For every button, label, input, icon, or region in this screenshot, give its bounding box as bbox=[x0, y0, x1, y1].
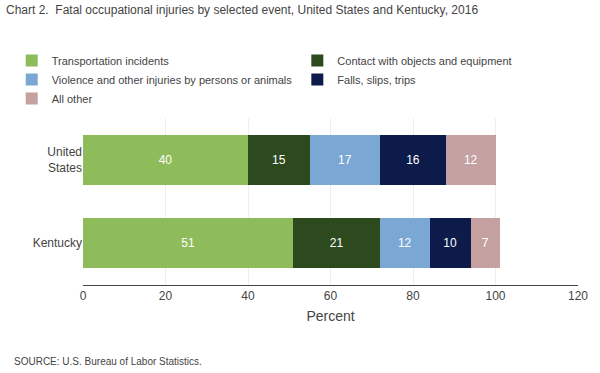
svg-text:7: 7 bbox=[482, 236, 489, 250]
svg-text:100: 100 bbox=[485, 289, 505, 303]
svg-text:12: 12 bbox=[398, 236, 412, 250]
svg-text:40: 40 bbox=[159, 153, 173, 167]
svg-text:Transportation incidents: Transportation incidents bbox=[52, 55, 169, 67]
svg-text:0: 0 bbox=[80, 289, 87, 303]
svg-text:UnitedStates: UnitedStates bbox=[47, 145, 82, 175]
svg-text:16: 16 bbox=[406, 153, 420, 167]
svg-text:12: 12 bbox=[464, 153, 478, 167]
svg-text:20: 20 bbox=[159, 289, 173, 303]
svg-text:17: 17 bbox=[338, 153, 352, 167]
svg-text:120: 120 bbox=[568, 289, 588, 303]
svg-text:Kentucky: Kentucky bbox=[33, 236, 82, 250]
svg-text:All other: All other bbox=[52, 93, 93, 105]
svg-text:Falls, slips, trips: Falls, slips, trips bbox=[337, 74, 416, 86]
svg-text:Violence and other injuries by: Violence and other injuries by persons o… bbox=[52, 74, 293, 86]
svg-text:60: 60 bbox=[324, 289, 338, 303]
svg-text:Contact with objects and equip: Contact with objects and equipment bbox=[337, 55, 511, 67]
svg-text:40: 40 bbox=[241, 289, 255, 303]
svg-text:SOURCE: U.S. Bureau of Labor S: SOURCE: U.S. Bureau of Labor Statistics. bbox=[14, 356, 202, 367]
svg-text:21: 21 bbox=[330, 236, 344, 250]
svg-text:51: 51 bbox=[181, 236, 195, 250]
svg-text:80: 80 bbox=[406, 289, 420, 303]
svg-text:10: 10 bbox=[443, 236, 457, 250]
svg-text:15: 15 bbox=[272, 153, 286, 167]
svg-text:Percent: Percent bbox=[306, 308, 354, 324]
svg-text:Chart 2. Fatal occupational i: Chart 2. Fatal occupational injuries by … bbox=[6, 3, 478, 17]
